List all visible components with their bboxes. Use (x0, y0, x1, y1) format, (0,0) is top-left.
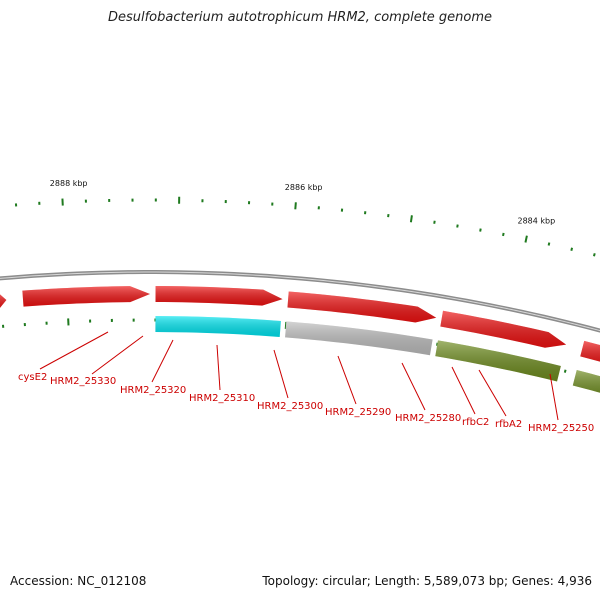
outer-scale-tick (593, 253, 596, 257)
scale-label: 2884 kbp (518, 216, 556, 225)
callout-leader-line (401, 362, 426, 411)
scale-label: 2888 kbp (50, 179, 88, 188)
callout-leader-line (216, 344, 221, 391)
accession-text: Accession: NC_012108 (10, 574, 147, 588)
callout-leader-line (273, 349, 289, 399)
callout-leader-line (549, 373, 559, 421)
gene-shade (435, 340, 561, 382)
gene-shade (287, 291, 437, 323)
gene-label[interactable]: HRM2_25290 (325, 407, 391, 418)
gene-label[interactable]: rfbA2 (495, 419, 522, 430)
gene-label[interactable]: HRM2_25330 (50, 376, 116, 387)
gene-shade (440, 310, 567, 348)
inner-scale-tick (563, 369, 567, 373)
gene-label[interactable]: HRM2_25250 (528, 423, 594, 434)
callout-leader-line (151, 339, 174, 383)
callout-leader-line (39, 331, 109, 370)
scale-label: 2886 kbp (285, 183, 323, 192)
outer-scale-tick (294, 202, 297, 210)
gene-label[interactable]: HRM2_25310 (189, 393, 255, 404)
gene-label[interactable]: HRM2_25280 (395, 413, 461, 424)
backbone-layer (0, 270, 600, 333)
callout-leader-line (451, 366, 476, 415)
outer-scale-tick (409, 215, 413, 223)
map-title: Desulfobacterium autotrophicum HRM2, com… (107, 10, 493, 25)
gene-shade (572, 369, 600, 393)
gene-layer (0, 286, 600, 393)
gene-label[interactable]: HRM2_25300 (257, 401, 323, 412)
outer-scale-tick (456, 224, 459, 228)
gene-shade (285, 321, 433, 356)
gene-shade (580, 340, 600, 362)
callout-leader-line (337, 355, 357, 405)
outer-scale-tick (570, 247, 574, 251)
callout-layer: cysE2 HRM2_25330HRM2_25320HRM2_25310HRM2_… (18, 331, 594, 434)
genome-backbone-highlight (0, 271, 600, 332)
gene-label[interactable]: HRM2_25320 (120, 385, 186, 396)
gene-shade (155, 286, 283, 306)
outer-scale-tick (547, 242, 551, 246)
gene-label[interactable]: rfbC2 (462, 417, 489, 428)
gene-shade (22, 286, 151, 307)
callout-leader-line (478, 369, 507, 417)
gene-label[interactable]: cysE2 (18, 372, 47, 383)
tick-layer (1, 196, 596, 379)
outer-scale-tick (502, 232, 505, 237)
callout-leader-line (91, 335, 144, 375)
outer-scale-tick (479, 228, 482, 232)
topology-summary: Topology: circular; Length: 5,589,073 bp… (262, 574, 592, 588)
gene-shade (155, 316, 281, 337)
gene-shade (0, 294, 7, 308)
outer-scale-tick (524, 235, 528, 243)
